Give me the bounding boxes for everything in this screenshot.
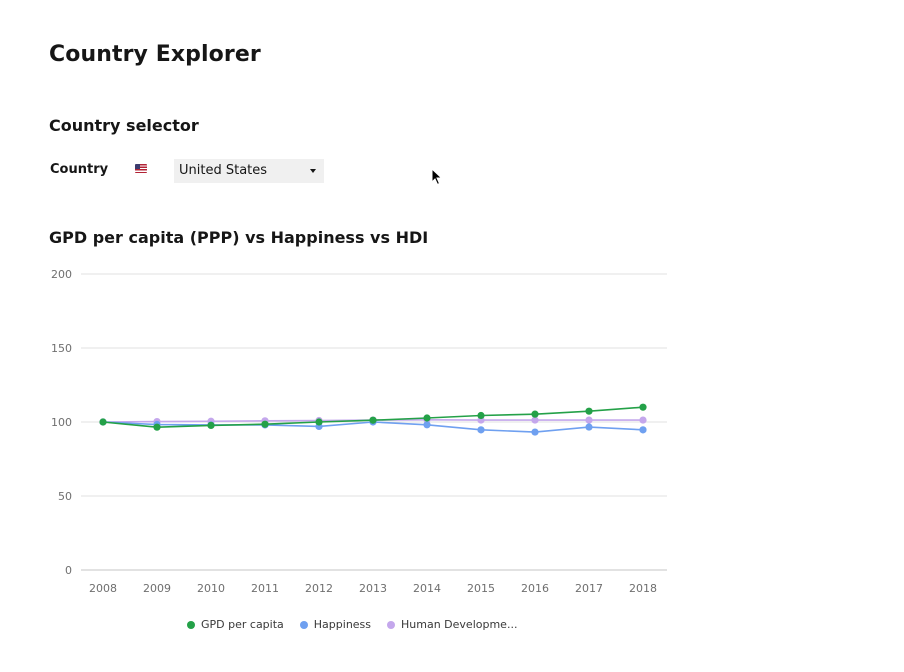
country-label: Country bbox=[50, 162, 109, 177]
legend-item[interactable]: GPD per capita bbox=[187, 618, 284, 631]
data-point[interactable] bbox=[531, 428, 539, 436]
x-tick-label: 2014 bbox=[413, 582, 441, 595]
legend-dot-icon bbox=[187, 620, 195, 629]
us-flag-icon bbox=[135, 164, 147, 173]
data-point[interactable] bbox=[477, 411, 485, 420]
data-point[interactable] bbox=[423, 414, 431, 422]
legend-item[interactable]: Happiness bbox=[299, 618, 372, 631]
chart-title: GPD per capita (PPP) vs Happiness vs HDI bbox=[49, 228, 429, 247]
data-point[interactable] bbox=[369, 416, 377, 424]
caret-down-icon bbox=[310, 169, 316, 173]
page-title: Country Explorer bbox=[49, 42, 261, 67]
country-select[interactable]: United States bbox=[174, 159, 324, 183]
x-tick-label: 2013 bbox=[359, 582, 387, 595]
legend-dot-icon bbox=[387, 620, 396, 629]
y-tick-label: 150 bbox=[51, 342, 72, 355]
data-point[interactable] bbox=[585, 407, 593, 415]
x-tick-label: 2017 bbox=[575, 582, 603, 595]
legend-label: Happiness bbox=[313, 618, 372, 631]
y-tick-label: 50 bbox=[58, 490, 72, 503]
data-point[interactable] bbox=[639, 403, 647, 411]
data-point[interactable] bbox=[585, 416, 593, 424]
data-point[interactable] bbox=[639, 426, 647, 434]
legend-item[interactable]: Human Developme... bbox=[387, 618, 517, 631]
data-point[interactable] bbox=[585, 423, 593, 431]
legend-dot-icon bbox=[299, 620, 308, 629]
data-point[interactable] bbox=[531, 410, 539, 418]
data-point[interactable] bbox=[153, 423, 161, 431]
chart-legend: GPD per capita Happiness Human Developme..… bbox=[187, 618, 517, 631]
series-group bbox=[99, 403, 647, 431]
data-point[interactable] bbox=[639, 416, 647, 424]
x-tick-label: 2018 bbox=[629, 582, 657, 595]
data-point[interactable] bbox=[99, 418, 107, 426]
x-tick-label: 2010 bbox=[197, 582, 225, 595]
data-point[interactable] bbox=[531, 416, 539, 424]
x-tick-label: 2015 bbox=[467, 582, 495, 595]
data-point[interactable] bbox=[207, 421, 215, 430]
x-tick-label: 2011 bbox=[251, 582, 279, 595]
y-tick-label: 200 bbox=[51, 268, 72, 281]
country-select-value: United States bbox=[179, 163, 268, 178]
x-tick-label: 2008 bbox=[89, 582, 117, 595]
data-point[interactable] bbox=[315, 418, 323, 426]
data-point[interactable] bbox=[477, 426, 485, 434]
x-tick-label: 2016 bbox=[521, 582, 549, 595]
mouse-pointer-icon bbox=[431, 168, 443, 186]
data-point[interactable] bbox=[423, 421, 431, 429]
legend-label: Human Developme... bbox=[401, 618, 518, 631]
country-selector-title: Country selector bbox=[49, 116, 199, 135]
y-tick-label: 100 bbox=[51, 416, 72, 429]
y-tick-label: 0 bbox=[65, 564, 72, 577]
x-tick-label: 2009 bbox=[143, 582, 171, 595]
data-point[interactable] bbox=[261, 420, 269, 428]
x-tick-label: 2012 bbox=[305, 582, 333, 595]
legend-label: GPD per capita bbox=[201, 618, 284, 631]
